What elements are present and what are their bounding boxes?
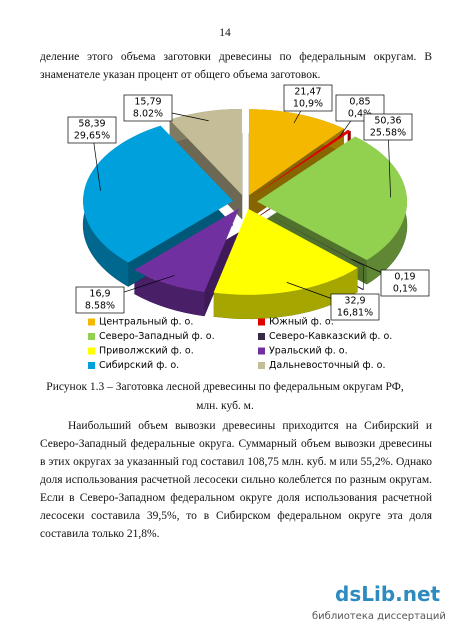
slice (249, 109, 344, 196)
value-label: 50,36 (374, 116, 401, 127)
slice (169, 109, 243, 196)
page-number: 14 (219, 27, 231, 39)
percent-label: 29,65% (74, 131, 110, 142)
paragraph: деление этого объема заготовки древесины… (40, 51, 432, 81)
slice (83, 125, 234, 263)
percent-label: 0,4% (348, 109, 372, 120)
legend-swatch (88, 362, 95, 369)
legend-label: Уральский ф. о. (269, 346, 348, 357)
legend-swatch (258, 347, 265, 355)
percent-label: 8.02% (133, 109, 163, 120)
legend-label: Дальневосточный ф. о. (269, 360, 385, 371)
percent-label: 10,9% (293, 99, 323, 110)
label-box (330, 293, 380, 321)
legend-swatch (258, 362, 265, 369)
paragraph: Наибольший объем вывозки древесины прихо… (40, 420, 432, 540)
value-label: 15,79 (134, 97, 161, 108)
watermark-logo: dsLib.net (335, 582, 441, 606)
value-label: 32,9 (344, 296, 365, 307)
percent-label: 0,1% (393, 284, 417, 295)
label-box (283, 84, 333, 112)
slice (253, 206, 364, 266)
legend-label: Сибирский ф. о. (99, 360, 179, 371)
legend-label: Южный ф. о. (269, 317, 334, 328)
legend-swatch (88, 318, 95, 326)
slice (213, 208, 358, 295)
watermark-subtitle: библиотека диссертаций (312, 611, 446, 622)
value-label: 58,39 (78, 119, 105, 130)
legend-label: Центральный ф. о. (99, 317, 193, 328)
label-box (75, 286, 125, 314)
legend-swatch (258, 333, 265, 340)
percent-label: 8.58% (85, 301, 115, 312)
label-box (363, 113, 413, 141)
slice-side (362, 265, 364, 290)
legend-label: Северо-Кавказский ф. о. (269, 331, 392, 342)
slice (252, 129, 351, 197)
legend-swatch (258, 318, 265, 326)
label-box (123, 94, 173, 122)
value-label: 0,19 (394, 272, 415, 283)
legend-swatch (88, 347, 95, 355)
percent-label: 25.58% (370, 128, 406, 139)
legend-label: Приволжский ф. о. (99, 346, 194, 357)
value-label: 16,9 (89, 289, 110, 300)
slice-side (213, 267, 358, 319)
percent-label: 16,81% (337, 308, 373, 319)
slice (134, 208, 240, 292)
slice-side (134, 269, 205, 316)
legend-swatch (88, 333, 95, 340)
label-box (380, 269, 430, 297)
value-label: 0,85 (349, 97, 370, 108)
label-box (67, 116, 117, 144)
caption: млн. куб. м. (196, 400, 254, 412)
slice (256, 136, 407, 261)
legend-label: Северо-Западный ф. о. (99, 331, 215, 342)
value-label: 21,47 (294, 87, 321, 98)
caption: Рисунок 1.3 – Заготовка лесной древесины… (46, 381, 404, 393)
